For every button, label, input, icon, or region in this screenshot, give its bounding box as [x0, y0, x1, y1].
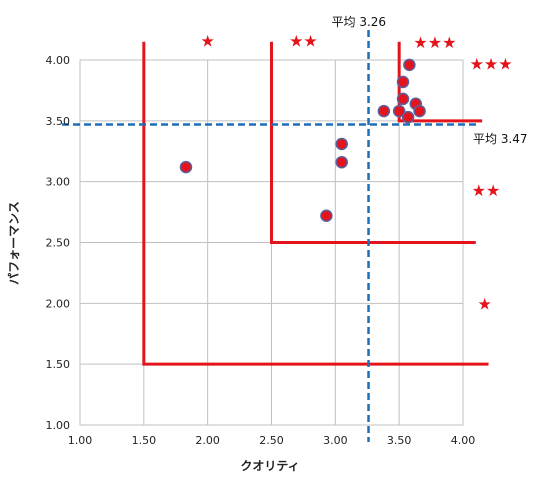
y-tick-label: 3.00	[46, 176, 71, 189]
data-points	[179, 58, 426, 222]
y-tick-label: 1.00	[46, 419, 71, 432]
x-tick-label: 2.50	[259, 434, 284, 447]
star-rating-label: ★★	[289, 32, 318, 51]
data-point	[320, 209, 333, 222]
average-lines	[62, 30, 480, 442]
data-point	[377, 104, 391, 118]
y-tick-label: 1.50	[46, 358, 71, 371]
x-tick-label: 3.50	[387, 434, 412, 447]
data-point	[413, 104, 426, 118]
data-point	[396, 92, 410, 106]
data-point	[392, 104, 406, 118]
data-point	[335, 155, 348, 169]
data-point	[179, 160, 193, 174]
x-tick-label: 4.00	[451, 434, 476, 447]
star-rating-label: ★★	[472, 181, 501, 200]
star-rating-label: ★★★	[413, 33, 456, 52]
y-tick-label: 4.00	[46, 54, 71, 67]
zone-line	[270, 41, 476, 244]
star-rating-label: ★	[478, 294, 492, 313]
x-tick-label: 1.50	[132, 434, 157, 447]
zone-line	[142, 41, 489, 366]
data-point	[403, 58, 416, 72]
data-point	[396, 75, 410, 89]
y-tick-label: 2.00	[46, 297, 71, 310]
zone-line	[397, 41, 483, 123]
average-y-label: 平均 3.47	[473, 132, 528, 146]
x-tick-label: 2.00	[195, 434, 220, 447]
star-rating-label: ★★★	[470, 55, 513, 74]
y-tick-label: 3.50	[46, 115, 71, 128]
data-point	[401, 110, 415, 124]
x-tick-label: 1.00	[68, 434, 93, 447]
data-point	[335, 137, 348, 151]
y-axis-title: パフォーマンス	[7, 201, 21, 285]
zone-lines	[142, 41, 489, 366]
average-x-label: 平均 3.26	[332, 15, 387, 29]
x-tick-label: 3.00	[323, 434, 348, 447]
star-rating-label: ★	[200, 32, 214, 51]
x-axis-title: クオリティ	[240, 459, 299, 473]
tick-labels: 1.00 1.50 2.00 2.50 3.00 3.50 4.00 1.00 1.50 2.00…	[46, 54, 476, 447]
y-tick-label: 2.50	[46, 237, 71, 250]
